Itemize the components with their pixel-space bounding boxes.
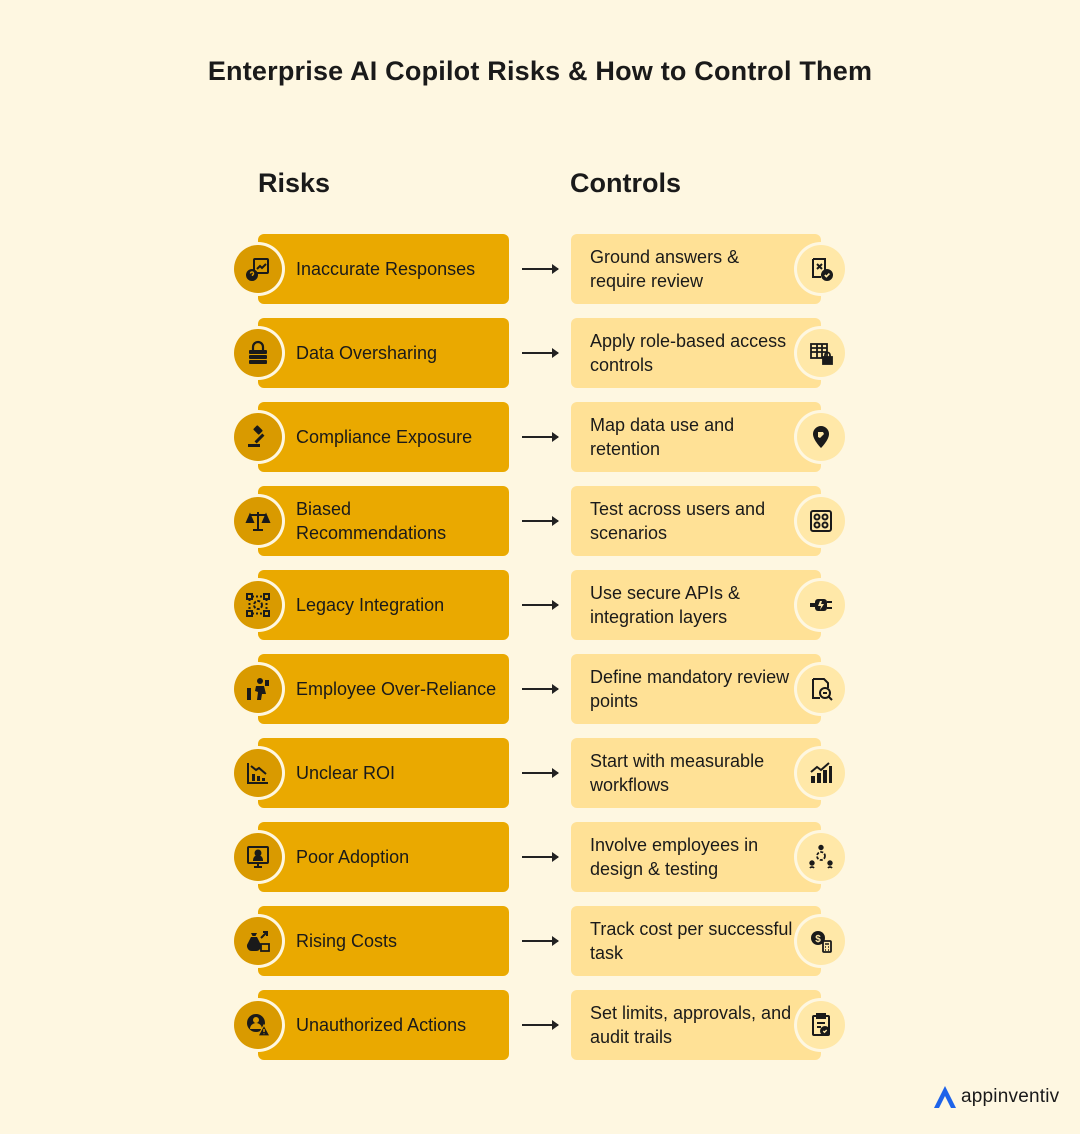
row-7: Unclear ROI Start with measurable workfl… bbox=[0, 738, 1080, 810]
arrow-connector bbox=[522, 264, 559, 274]
balance-scale-icon bbox=[234, 497, 282, 545]
arrow-connector bbox=[522, 768, 559, 778]
arrow-connector bbox=[522, 1020, 559, 1030]
control-box bbox=[571, 738, 821, 808]
risk-label: Compliance Exposure bbox=[296, 427, 473, 447]
plug-connector-icon bbox=[797, 581, 845, 629]
team-gear-icon bbox=[797, 833, 845, 881]
risk-box bbox=[258, 906, 509, 976]
risk-box bbox=[258, 570, 509, 640]
risk-label: Legacy Integration bbox=[296, 595, 445, 615]
server-lock-icon bbox=[234, 329, 282, 377]
control-box bbox=[571, 570, 821, 640]
row-5: Legacy Integration Use secure APIs & int… bbox=[0, 570, 1080, 642]
question-chart-icon bbox=[234, 245, 282, 293]
risk-box bbox=[258, 402, 509, 472]
money-bag-icon bbox=[234, 917, 282, 965]
risk-box bbox=[258, 654, 509, 724]
arrow-connector bbox=[522, 432, 559, 442]
control-box bbox=[571, 486, 821, 556]
arrow-connector bbox=[522, 936, 559, 946]
risk-label: Inaccurate Responses bbox=[296, 259, 476, 279]
table-lock-icon bbox=[797, 329, 845, 377]
grid-test-icon bbox=[797, 497, 845, 545]
arrow-connector bbox=[522, 684, 559, 694]
control-box bbox=[571, 402, 821, 472]
arrow-connector bbox=[522, 516, 559, 526]
control-label: Apply role-based access controls bbox=[590, 331, 787, 375]
integration-gear-icon bbox=[234, 581, 282, 629]
control-box bbox=[571, 906, 821, 976]
clipboard-check-icon bbox=[797, 1001, 845, 1049]
controls-heading: Controls bbox=[570, 168, 681, 198]
row-1: Inaccurate Responses Ground answers & re… bbox=[0, 234, 1080, 306]
row-3: Compliance Exposure Map data use and ret… bbox=[0, 402, 1080, 474]
control-box bbox=[571, 990, 821, 1060]
control-box bbox=[571, 234, 821, 304]
appinventiv-logo: appinventiv bbox=[932, 1082, 1059, 1112]
control-label: Map data use and retention bbox=[590, 415, 735, 459]
row-4: Biased Recommendations Test across users… bbox=[0, 486, 1080, 558]
row-9: Rising Costs Track cost per successful t… bbox=[0, 906, 1080, 978]
control-box bbox=[571, 654, 821, 724]
page-title: Enterprise AI Copilot Risks & How to Con… bbox=[207, 56, 873, 86]
risk-label: Biased Recommendations bbox=[296, 499, 447, 543]
control-label: Start with measurable workflows bbox=[590, 751, 765, 795]
arrow-connector bbox=[522, 852, 559, 862]
svg-text:$: $ bbox=[815, 934, 821, 945]
control-label: Track cost per successful task bbox=[590, 919, 793, 963]
document-check-icon bbox=[797, 245, 845, 293]
risk-box bbox=[258, 318, 509, 388]
risks-heading: Risks bbox=[258, 168, 331, 198]
brand-name: appinventiv bbox=[961, 1086, 1060, 1107]
employee-desk-icon bbox=[234, 665, 282, 713]
row-2: Data Oversharing Apply role-based access… bbox=[0, 318, 1080, 390]
gavel-icon bbox=[234, 413, 282, 461]
risk-box bbox=[258, 234, 509, 304]
appinventiv-logo-icon bbox=[934, 1086, 956, 1108]
row-6: Employee Over-Reliance Define mandatory … bbox=[0, 654, 1080, 726]
row-8: Poor Adoption Involve employees in desig… bbox=[0, 822, 1080, 894]
control-label: Use secure APIs & integration layers bbox=[590, 583, 741, 627]
risk-label: Rising Costs bbox=[296, 931, 398, 951]
risk-label: Data Oversharing bbox=[296, 343, 438, 363]
search-document-icon bbox=[797, 665, 845, 713]
arrow-connector bbox=[522, 600, 559, 610]
control-label: Set limits, approvals, and audit trails bbox=[590, 1003, 792, 1047]
control-label: Ground answers & require review bbox=[590, 247, 740, 291]
risk-label: Unclear ROI bbox=[296, 763, 396, 783]
screen-user-icon bbox=[234, 833, 282, 881]
declining-chart-icon bbox=[234, 749, 282, 797]
risk-label: Employee Over-Reliance bbox=[296, 679, 497, 699]
risk-label: Unauthorized Actions bbox=[296, 1015, 467, 1035]
control-box bbox=[571, 318, 821, 388]
growth-chart-icon bbox=[797, 749, 845, 797]
risk-label: Poor Adoption bbox=[296, 847, 410, 867]
control-box bbox=[571, 822, 821, 892]
risk-box bbox=[258, 822, 509, 892]
user-warning-icon bbox=[234, 1001, 282, 1049]
control-label: Involve employees in design & testing bbox=[590, 835, 759, 879]
control-label: Test across users and scenarios bbox=[590, 499, 766, 543]
row-10: Unauthorized Actions Set limits, approva… bbox=[0, 990, 1080, 1062]
arrow-connector bbox=[522, 348, 559, 358]
risk-box bbox=[258, 990, 509, 1060]
control-label: Define mandatory review points bbox=[590, 667, 790, 711]
coin-calculator-icon: $ bbox=[797, 917, 845, 965]
risk-box bbox=[258, 738, 509, 808]
location-pin-icon bbox=[797, 413, 845, 461]
risk-box bbox=[258, 486, 509, 556]
